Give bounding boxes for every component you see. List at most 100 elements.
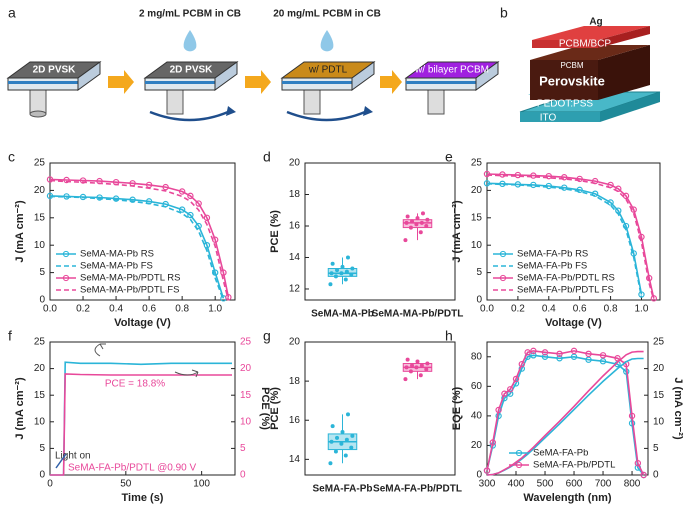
data-point [483,170,491,178]
annotation: SeMA-FA-Pb/PDTL @0.90 V [68,463,196,474]
y-tick-label: 16 [289,415,301,426]
legend-marker [515,461,523,469]
data-point [63,176,70,184]
layer-label: Ag [589,17,602,28]
y-tick-label: 12 [289,284,301,295]
stack-label: w/ PDTL [308,65,348,76]
data-point [424,223,429,228]
legend-label: SeMA-FA-Pb/PDTL RS [517,273,615,284]
data-point [561,184,568,191]
data-point [541,349,549,356]
data-point [524,349,531,356]
data-point [333,274,338,279]
y-tick-label: 20 [34,185,46,196]
data-point [599,358,607,365]
layer-label: PCBM/BCP [559,39,612,50]
y-tick-label: 20 [289,158,301,169]
data-point [424,367,429,372]
data-point [512,375,520,383]
data-point [330,261,335,266]
y2-tick-label: 15 [240,390,252,401]
data-point [570,353,578,360]
data-point [483,467,491,474]
data-point [335,435,340,440]
arrow [380,70,402,94]
y-tick-label: 18 [289,189,301,200]
data-point [46,176,54,183]
data-point [640,471,647,479]
panel-label: e [445,149,453,165]
layer-label: Perovskite [539,73,605,88]
data-point [650,295,658,302]
legend-label: SeMA-MA-Pb/PDTL RS [80,273,180,284]
data-point [350,433,355,438]
data-point [614,355,621,362]
y-tick-label: 15 [34,212,46,223]
data-point [339,271,344,276]
series-line [49,195,225,301]
x-tick-label: 1.0 [635,304,649,315]
data-point [414,222,419,227]
data-point [530,347,537,355]
x-tick-label: SeMA-FA-Pb [313,484,373,495]
y-tick-label: 0 [476,295,482,306]
series-line [486,182,643,295]
y2-tick-label: 0 [653,470,659,481]
data-point [340,264,345,269]
legend-label: SeMA-FA-Pb [533,448,588,459]
y-tick-label: 20 [289,337,301,348]
panel-label: c [8,149,15,165]
y-tick-label: 0 [39,295,45,306]
legend-marker [515,449,523,457]
y2-tick-label: 15 [653,390,665,401]
y-tick-label: 5 [39,443,45,454]
data-point [178,206,186,213]
data-point [405,214,410,219]
x-tick-label: 300 [479,479,496,490]
layer-label: ITO [540,113,557,124]
x-tick-label: 0.6 [573,304,587,315]
data-point [203,214,211,221]
annotation: PCE = 18.8% [105,379,165,390]
x-tick-label: 50 [120,479,132,490]
data-point [489,439,497,446]
data-point [345,412,350,417]
data-point [495,406,502,414]
stack [143,30,239,122]
data-point [408,225,413,230]
data-point [628,412,636,420]
data-point [404,220,409,225]
y2-tick-label: 10 [653,416,665,427]
data-point [420,211,425,216]
data-point [541,353,549,360]
y-axis-label: PCE (%) [269,387,281,430]
data-point [507,390,514,397]
legend-label: SeMA-FA-Pb/PDTL [533,460,615,471]
series-line [486,174,655,301]
series-line [486,183,643,298]
panel-label: h [445,328,453,344]
panel-label: d [263,149,271,165]
data-point [339,441,344,446]
x-tick-label: 0.4 [542,304,556,315]
y-tick-label: 0 [476,470,482,481]
y2-tick-label: 20 [240,363,252,374]
y-tick-label: 25 [34,337,46,348]
stack-label: w/ bilayer PCBM [414,65,489,76]
x-tick-label: 500 [537,479,554,490]
data-point [514,171,522,179]
data-point [328,461,333,466]
x-tick-label: SeMA-FA-Pb/PDTL [373,484,462,495]
data-point [518,360,526,368]
x-tick-label: 0.4 [109,304,123,315]
data-point [418,230,423,235]
data-point [220,269,227,276]
data-point [350,266,355,271]
data-point [419,220,424,225]
data-point [545,182,552,190]
y2-axis-label: PCE (%) [259,387,271,430]
y-tick-label: 5 [476,267,482,278]
series-line [49,178,230,298]
data-point [630,250,637,257]
